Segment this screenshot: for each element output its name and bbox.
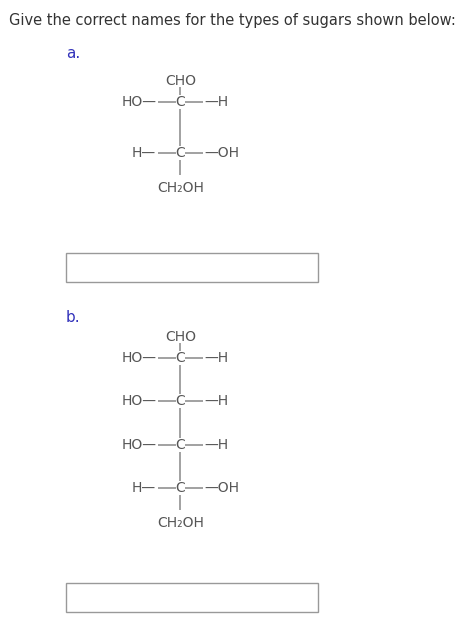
Text: HO—: HO—	[121, 438, 156, 452]
Text: CH₂OH: CH₂OH	[157, 181, 204, 195]
Text: a.: a.	[66, 46, 80, 61]
Text: C: C	[175, 146, 185, 160]
Text: C: C	[175, 351, 185, 364]
Text: Give the correct names for the types of sugars shown below:: Give the correct names for the types of …	[9, 13, 456, 28]
Bar	[66, 252, 318, 282]
Text: —H: —H	[205, 351, 229, 364]
Text: HO—: HO—	[121, 394, 156, 408]
Bar	[66, 583, 318, 612]
Text: CH₂OH: CH₂OH	[157, 516, 204, 530]
Text: —H: —H	[205, 95, 229, 109]
Text: HO—: HO—	[121, 351, 156, 364]
Text: —H: —H	[205, 438, 229, 452]
Text: CHO: CHO	[165, 330, 196, 344]
Text: b.: b.	[66, 310, 81, 325]
Text: —H: —H	[205, 394, 229, 408]
Text: C: C	[175, 438, 185, 452]
Text: C: C	[175, 95, 185, 109]
Text: HO—: HO—	[121, 95, 156, 109]
Text: H—: H—	[132, 481, 156, 495]
Text: —OH: —OH	[205, 481, 240, 495]
Text: —OH: —OH	[205, 146, 240, 160]
Text: CHO: CHO	[165, 74, 196, 88]
Text: C: C	[175, 481, 185, 495]
Text: H—: H—	[132, 146, 156, 160]
Text: C: C	[175, 394, 185, 408]
